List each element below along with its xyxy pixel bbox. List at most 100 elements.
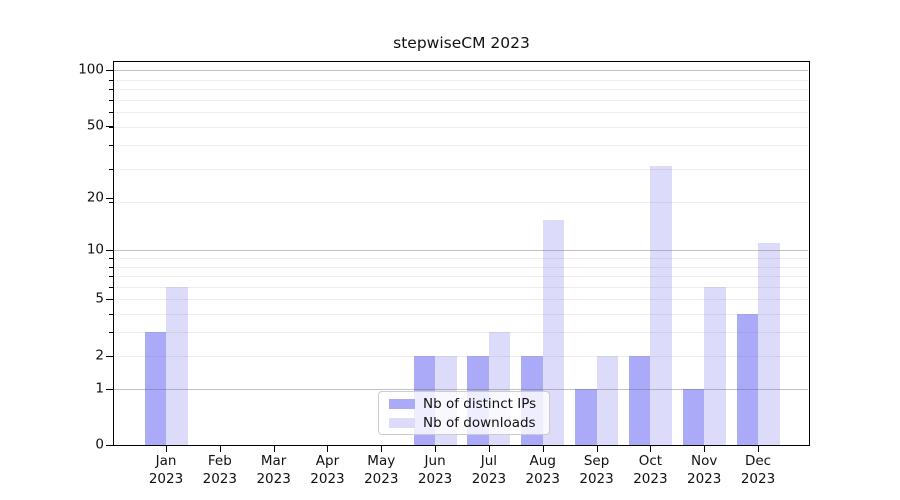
year-label: 2023: [687, 471, 722, 487]
y-minor-tick: [109, 168, 113, 170]
gridline-minor: [114, 355, 808, 357]
year-label: 2023: [310, 471, 345, 487]
bar-downloads-nov: [704, 286, 726, 446]
gridline-minor: [114, 168, 808, 170]
y-minor-tick: [109, 314, 113, 316]
y-tick: [106, 197, 113, 199]
x-tick: [435, 446, 437, 452]
x-tick-label-apr: Apr 2023: [297, 452, 357, 488]
x-tick-label-jun: Jun 2023: [405, 452, 465, 488]
month-label: Aug: [529, 453, 556, 469]
y-tick-label: 1: [95, 380, 104, 397]
y-tick: [106, 70, 113, 72]
y-minor-tick: [109, 201, 113, 203]
y-minor-tick: [109, 99, 113, 101]
x-tick: [327, 446, 329, 452]
y-minor-tick: [109, 299, 113, 301]
gridline-minor: [114, 276, 808, 278]
year-label: 2023: [471, 471, 507, 487]
y-minor-tick: [109, 79, 113, 81]
legend-swatch-downloads: [389, 417, 415, 428]
x-tick: [704, 446, 706, 452]
gridline-major: [114, 250, 808, 252]
bar-downloads-dec: [758, 243, 780, 446]
y-minor-tick: [109, 286, 113, 288]
year-label: 2023: [148, 471, 184, 487]
bar-distinct-ips-dec: [736, 314, 759, 446]
month-label: Oct: [638, 453, 663, 469]
x-tick-label-nov: Nov 2023: [674, 452, 734, 488]
gridline-minor: [114, 89, 808, 91]
gridline-minor: [114, 127, 808, 129]
bar-downloads-jan: [166, 286, 188, 446]
legend-entry-downloads: Nb of downloads: [379, 415, 549, 431]
gridline-minor: [114, 201, 808, 203]
month-label: Jun: [424, 453, 446, 469]
x-tick-label-oct: Oct 2023: [620, 452, 680, 488]
y-minor-tick: [109, 258, 113, 259]
x-tick: [650, 446, 652, 452]
legend-label-downloads: Nb of downloads: [423, 414, 536, 431]
y-tick-label: 50: [86, 117, 104, 134]
y-minor-tick: [109, 332, 113, 334]
y-minor-tick: [109, 112, 113, 114]
bar-distinct-ips-oct: [628, 355, 651, 446]
gridline-minor: [114, 314, 808, 316]
month-label: Dec: [744, 453, 772, 469]
y-tick: [106, 125, 113, 127]
y-tick-label: 10: [86, 241, 104, 258]
gridline-minor: [114, 99, 808, 101]
month-label: Mar: [260, 453, 287, 469]
month-label: Apr: [315, 453, 340, 469]
legend: Nb of distinct IPs Nb of downloads: [378, 391, 550, 435]
month-label: Jan: [155, 453, 177, 469]
x-tick-label-dec: Dec 2023: [728, 452, 788, 488]
y-minor-tick: [109, 127, 113, 129]
x-tick: [488, 446, 490, 452]
year-label: 2023: [633, 471, 668, 487]
gridline-minor: [114, 145, 808, 147]
year-label: 2023: [525, 471, 560, 487]
bar-distinct-ips-jan: [144, 332, 166, 446]
gridline-major: [114, 70, 808, 72]
bar-downloads-sep: [596, 355, 619, 446]
month-label: Nov: [691, 453, 718, 469]
y-minor-tick: [109, 89, 113, 91]
legend-label-distinct-ips: Nb of distinct IPs: [423, 395, 537, 412]
year-label: 2023: [579, 471, 614, 487]
chart-title: stepwiseCM 2023: [393, 34, 530, 52]
gridline-minor: [114, 79, 808, 81]
y-tick: [106, 250, 113, 252]
gridline-minor: [114, 266, 808, 268]
y-minor-tick: [109, 355, 113, 357]
y-tick-label: 0: [95, 436, 104, 453]
gridline-minor: [114, 112, 808, 114]
x-tick-label-jan: Jan 2023: [136, 452, 196, 488]
bar-downloads-aug: [542, 219, 565, 446]
month-label: May: [367, 453, 396, 469]
year-label: 2023: [256, 471, 291, 487]
bar-distinct-ips-nov: [682, 388, 705, 446]
gridline-minor: [114, 299, 808, 301]
month-label: Sep: [583, 453, 610, 469]
x-tick-label-may: May 2023: [351, 452, 411, 488]
legend-entry-distinct-ips: Nb of distinct IPs: [379, 396, 549, 412]
x-tick: [166, 446, 167, 452]
year-label: 2023: [740, 471, 776, 487]
x-tick-label-feb: Feb 2023: [190, 452, 250, 488]
x-tick-label-aug: Aug 2023: [513, 452, 573, 488]
y-tick-label: 100: [78, 61, 104, 78]
y-minor-tick: [109, 266, 113, 268]
x-tick-label-sep: Sep 2023: [567, 452, 627, 488]
month-label: Feb: [207, 453, 232, 469]
year-label: 2023: [417, 471, 453, 487]
y-tick-label: 2: [95, 347, 104, 364]
x-tick: [219, 446, 221, 452]
y-tick-label: 20: [86, 189, 104, 206]
x-tick: [542, 446, 544, 452]
bar-downloads-oct: [650, 166, 672, 446]
x-tick: [273, 446, 275, 452]
x-tick: [758, 446, 760, 452]
x-tick-label-mar: Mar 2023: [244, 452, 304, 488]
